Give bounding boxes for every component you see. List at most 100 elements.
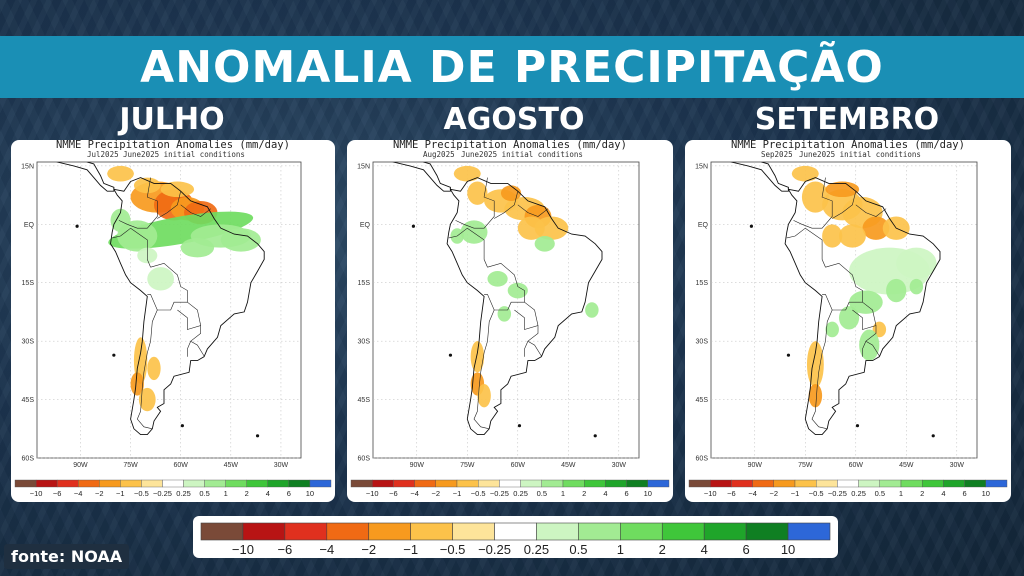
- colorbar-swatch: [858, 479, 881, 488]
- colorbar-label: −0.5: [440, 542, 466, 557]
- country-border: [455, 177, 495, 229]
- colorbar-label: 1: [561, 489, 565, 498]
- colorbar-label: −1: [403, 542, 418, 557]
- lat-tick-label: 15S: [358, 280, 371, 287]
- colorbar-label: 0.5: [199, 489, 209, 498]
- colorbar-label: −0.25: [153, 489, 172, 498]
- lon-tick-label: 45W: [899, 462, 914, 469]
- colorbar-label: 4: [266, 489, 270, 498]
- colorbar-label: −2: [95, 489, 104, 498]
- lat-tick-label: EQ: [698, 222, 709, 229]
- country-border: [473, 309, 495, 430]
- lat-tick-label: 30S: [696, 339, 709, 346]
- lat-tick-label: 30S: [358, 339, 371, 346]
- colorbar-swatch: [414, 479, 436, 488]
- colorbar-swatch: [267, 479, 290, 488]
- anomaly-region: [585, 302, 599, 318]
- colorbar-swatch: [541, 479, 564, 488]
- colorbar-label: −4: [748, 489, 757, 498]
- lon-tick-label: 30W: [274, 462, 289, 469]
- anomaly-region: [886, 278, 907, 303]
- colorbar-swatch: [410, 522, 453, 541]
- colorbar-swatch: [964, 479, 987, 488]
- anomaly-region: [453, 165, 481, 182]
- lat-tick-label: 45S: [358, 397, 371, 404]
- anomaly-region: [133, 177, 161, 194]
- south-america-coastline: [110, 177, 265, 436]
- lat-tick-label: 15S: [22, 280, 35, 287]
- map-content: [56, 162, 265, 438]
- lat-tick-label: 30S: [22, 339, 35, 346]
- anomaly-region: [896, 247, 937, 279]
- colorbar-swatch: [141, 479, 163, 488]
- colorbar-label: −6: [727, 489, 736, 498]
- colorbar-label: −10: [366, 489, 379, 498]
- colorbar-swatch: [368, 522, 411, 541]
- colorbar-swatch: [35, 479, 58, 488]
- anomaly-region: [838, 224, 866, 248]
- colorbar-swatch: [620, 522, 663, 541]
- anomaly-region: [534, 236, 555, 252]
- island: [786, 353, 791, 357]
- main-colorbar-legend: −10 −6 −4 −2 −1 −0.5 −0.25 0.25 0.5 1 2 4 6 10: [193, 516, 838, 558]
- colorbar-swatch: [879, 479, 902, 488]
- colorbar-label: −2: [432, 489, 441, 498]
- anomaly-region: [477, 384, 491, 408]
- lon-tick-label: 75W: [460, 462, 475, 469]
- colorbar-label: 4: [603, 489, 607, 498]
- lat-tick-label: EQ: [360, 222, 371, 229]
- country-border: [517, 204, 549, 217]
- colorbar-label: 10: [644, 489, 652, 498]
- anomaly-region: [791, 165, 819, 182]
- colorbar-label: −4: [319, 542, 334, 557]
- colorbar-label: 10: [306, 489, 314, 498]
- anomaly-region: [460, 220, 488, 244]
- colorbar-swatch: [773, 479, 796, 488]
- month-label-september: SETEMBRO: [754, 102, 940, 137]
- colorbar-swatch: [494, 522, 537, 541]
- anomaly-region: [806, 341, 824, 388]
- colorbar-label: −1: [116, 489, 125, 498]
- anomaly-region: [497, 306, 512, 322]
- island: [855, 424, 860, 428]
- lat-tick-label: EQ: [24, 222, 35, 229]
- page-title: ANOMALIA DE PRECIPITAÇÃO: [140, 41, 884, 93]
- country-border: [177, 301, 202, 330]
- lon-tick-label: 60W: [849, 462, 864, 469]
- anomaly-region: [825, 321, 839, 338]
- colorbar-label: 1: [224, 489, 228, 498]
- colorbar-swatch: [688, 479, 711, 488]
- colorbar-swatch: [787, 522, 831, 541]
- lat-tick-label: 15S: [696, 280, 709, 287]
- map-panel-september: NMME Precipitation Anomalies (mm/day) Sep…: [685, 140, 1011, 502]
- lat-tick-label: 60S: [22, 456, 35, 463]
- island: [112, 353, 116, 357]
- country-border: [136, 309, 158, 430]
- lon-tick-label: 30W: [950, 462, 965, 469]
- colorbar-swatch: [562, 479, 585, 488]
- anomaly-region: [517, 216, 545, 240]
- colorbar-swatch: [794, 479, 817, 488]
- map-title: NMME Precipitation Anomalies (mm/day): [393, 140, 627, 151]
- colorbar-label: 4: [701, 542, 708, 557]
- colorbar-label: −10: [232, 542, 254, 557]
- colorbar-swatch: [477, 479, 500, 488]
- colorbar-swatch: [985, 479, 1008, 488]
- colorbar-swatch: [900, 479, 923, 488]
- lon-tick-label: 75W: [123, 462, 138, 469]
- colorbar-label: −6: [277, 542, 292, 557]
- central-america-coastline: [730, 162, 789, 192]
- colorbar-swatch: [372, 479, 394, 488]
- country-border: [527, 340, 542, 357]
- colorbar-label: −10: [30, 489, 43, 498]
- colorbar-swatch: [309, 479, 332, 488]
- colorbar-swatch: [77, 479, 100, 488]
- colorbar-label: 0.5: [537, 489, 547, 498]
- colorbar-swatch: [661, 522, 705, 541]
- country-border: [786, 227, 826, 268]
- lon-tick-label: 90W: [748, 462, 763, 469]
- map-panel-july: NMME Precipitation Anomalies (mm/day) Jul…: [11, 140, 335, 502]
- map-title: NMME Precipitation Anomalies (mm/day): [731, 140, 965, 151]
- colorbar-label: 0.5: [569, 542, 587, 557]
- island: [749, 224, 754, 228]
